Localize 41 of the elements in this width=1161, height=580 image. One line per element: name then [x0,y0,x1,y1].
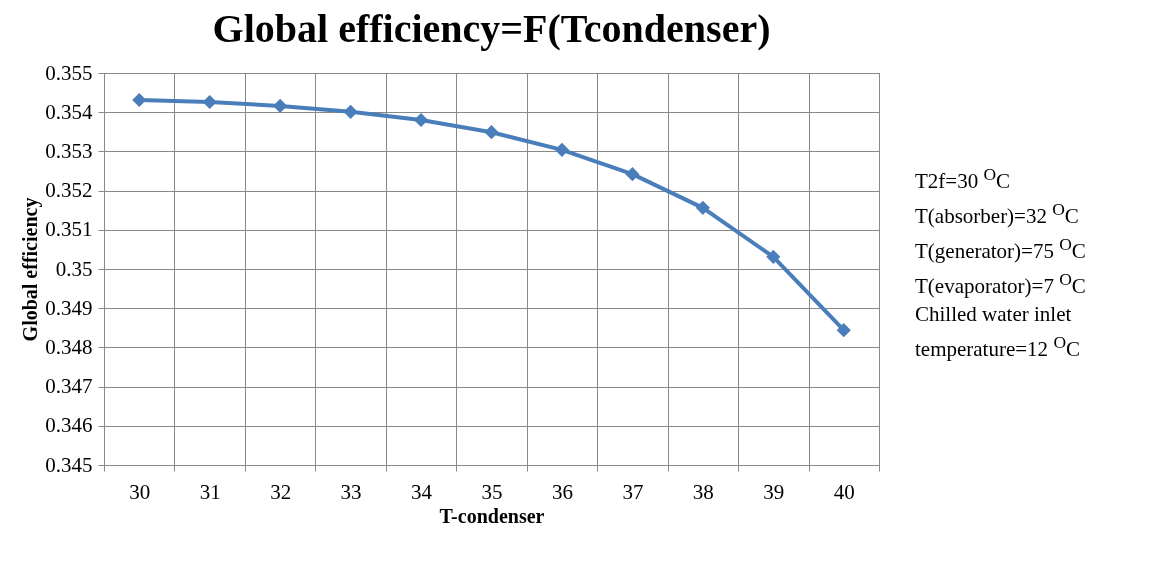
x-axis-title: T-condenser [439,504,545,527]
y-tick-label: 0.351 [45,217,93,242]
point [413,112,429,128]
x-tick-label: 38 [692,479,714,504]
x-tick-label: 36 [551,479,573,504]
x-tick-label: 32 [270,479,292,504]
text: T(generator)=75 $^{O}$C [915,233,1087,265]
x-tick-label: 33 [340,479,362,504]
point [766,249,781,264]
text: T(evaporator)=7 $^{O}$C [915,268,1087,300]
point [343,104,358,119]
text: Chilled water inlet temperature=12 $^{O}$C [915,301,1082,363]
y-tick-label: 0.354 [45,99,93,124]
point [554,142,570,157]
x-tick-label: 37 [622,479,644,504]
y-tick-label: 0.355 [45,60,93,85]
x-tick-label: 31 [199,479,221,504]
text: T2f=30 $^{O}$C [915,163,1012,195]
point [132,92,147,108]
y-tick-label: 0.346 [45,413,93,438]
point [695,200,710,215]
y-tick-label: 0.353 [45,138,93,163]
x-tick-label: 34 [411,479,433,504]
y-tick-label: 0.345 [45,452,93,477]
point [625,167,640,182]
point [273,98,288,113]
point [836,323,851,338]
point [484,125,499,140]
x-tick-label: 35 [481,479,503,504]
y-tick-label: 0.349 [45,295,93,320]
x-tick-label: 40 [833,479,855,504]
y-tick-label: 0.347 [45,374,93,399]
text: T(absorber)=32 $^{O}$C [915,198,1080,230]
y-axis-title: Global efficiency [19,197,43,342]
x-tick-label: 30 [129,479,151,504]
y-tick-label: 0.352 [45,178,93,203]
point [202,94,217,110]
x-tick-label: 39 [763,479,785,504]
y-tick-label: 0.35 [55,256,93,281]
y-tick-label: 0.348 [45,334,93,359]
chart-title: Global efficiency=F(Tcondenser) [212,6,771,51]
